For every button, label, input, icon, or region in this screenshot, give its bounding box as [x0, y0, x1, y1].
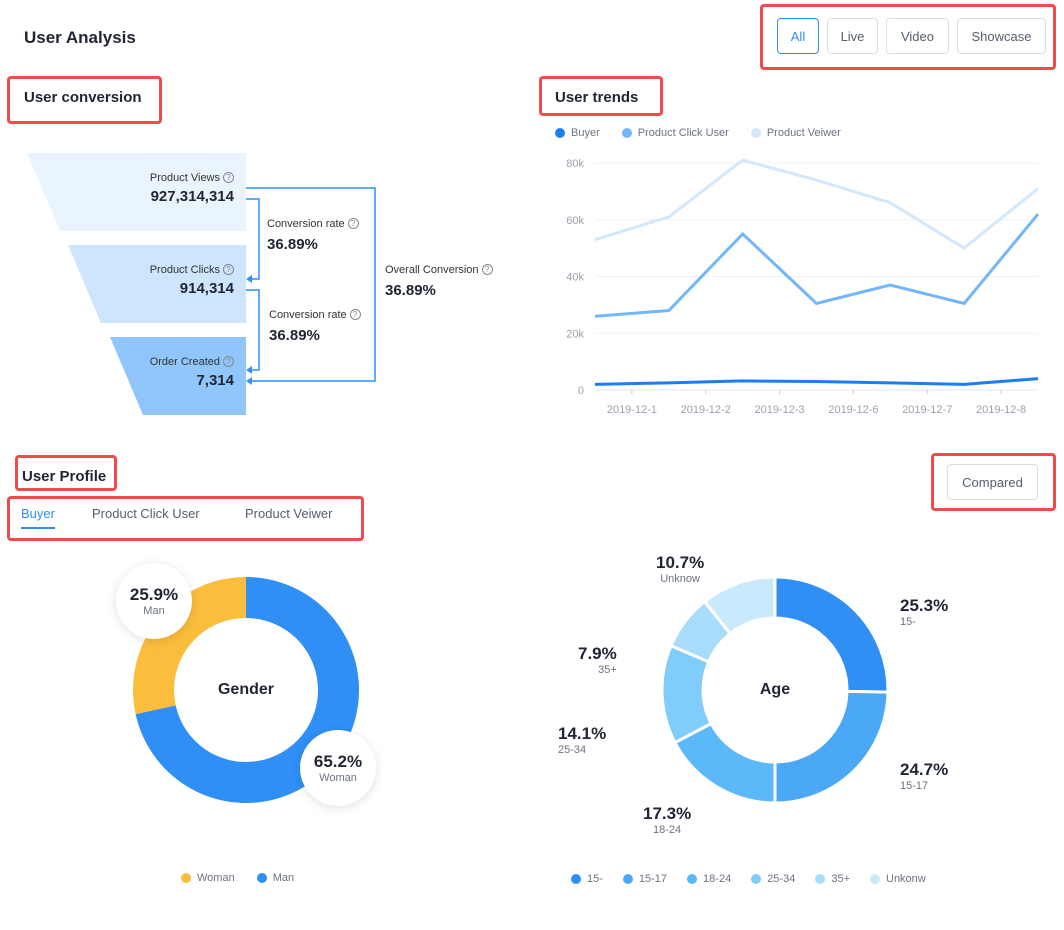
overall-value: 36.89%	[385, 282, 436, 299]
rate-label: Conversion rate	[269, 309, 347, 321]
legend-item[interactable]: 35+	[815, 873, 850, 885]
age-label: 14.1% 25-34	[558, 724, 607, 756]
series-line-product-veiwer	[594, 158, 1039, 250]
compared-highlight	[931, 453, 1056, 511]
rate2-connector	[246, 289, 260, 371]
y-tick-label: 60k	[566, 215, 584, 227]
stage-value: 927,314,314	[150, 188, 234, 205]
age-label: 10.7% Unknow	[656, 553, 705, 585]
donut-segment-woman	[135, 577, 359, 803]
help-icon[interactable]: ?	[223, 172, 234, 183]
donut-segment-man	[133, 577, 246, 715]
compared-button[interactable]: Compared	[947, 464, 1038, 500]
funnel-stage-views	[27, 153, 246, 231]
help-icon[interactable]: ?	[223, 264, 234, 275]
y-tick-label: 0	[578, 385, 584, 397]
section-highlight	[15, 455, 117, 491]
overall-connector	[246, 187, 376, 382]
filter-highlight	[760, 4, 1056, 70]
profile-title: User Profile	[22, 468, 107, 485]
tab-product-viewer[interactable]: Product Veiwer	[245, 506, 333, 521]
y-tick-label: 20k	[566, 328, 584, 340]
age-label: 17.3% 18-24	[643, 804, 692, 836]
help-icon[interactable]: ?	[347, 218, 359, 229]
trend-chart: 0 20k 40k 60k 80k 2019-12-1 2019-12-2 2019-12-3…	[566, 158, 1040, 416]
filter-all-button[interactable]: All	[777, 18, 819, 54]
age-label: 7.9% 35+	[578, 644, 617, 676]
overall-label: Overall Conversion	[385, 264, 479, 276]
series-line-buyer	[594, 377, 1039, 386]
x-tick-label: 2019-12-2	[681, 404, 731, 416]
tabs-highlight	[7, 496, 364, 541]
donut-segment-15-17	[773, 689, 890, 805]
woman-bubble: 65.2% Woman	[300, 730, 376, 806]
rate-value: 36.89%	[269, 327, 320, 344]
age-donut	[660, 575, 890, 805]
legend-item[interactable]: 18-24	[687, 873, 731, 885]
legend-item[interactable]: Product Veiwer	[750, 127, 841, 139]
help-icon[interactable]: ?	[349, 309, 361, 320]
funnel-stage-clicks	[68, 245, 246, 323]
trends-title: User trends	[555, 89, 639, 106]
y-tick-label: 80k	[566, 158, 584, 170]
gender-donut	[133, 577, 359, 803]
trend-legend: Buyer Product Click User Product Veiwer	[555, 127, 841, 139]
man-bubble: 25.9% Man	[116, 563, 192, 639]
rate1-connector	[246, 198, 260, 280]
filter-video-button[interactable]: Video	[886, 18, 949, 54]
stage-label: Product Clicks	[149, 264, 220, 276]
legend-item[interactable]: Man	[256, 872, 294, 884]
stage-label: Order Created	[149, 356, 220, 368]
filter-live-button[interactable]: Live	[827, 18, 878, 54]
age-label: 24.7% 15-17	[900, 760, 949, 792]
help-icon[interactable]: ?	[481, 264, 493, 275]
legend-item[interactable]: 25-34	[751, 873, 795, 885]
legend-item[interactable]: Woman	[181, 872, 235, 884]
section-highlight	[539, 76, 663, 116]
legend-item[interactable]: Unkonw	[870, 873, 926, 885]
rate-label: Conversion rate	[267, 218, 345, 230]
section-highlight	[7, 76, 162, 124]
legend-item[interactable]: 15-17	[622, 873, 667, 885]
y-tick-label: 40k	[566, 272, 584, 284]
tab-product-click-user[interactable]: Product Click User	[92, 506, 200, 521]
funnel-graphic	[27, 153, 376, 415]
age-legend: 15- 15-17 18-24 25-34 35+ Unkonw	[571, 873, 926, 885]
page-title: User Analysis	[24, 28, 136, 47]
legend-item[interactable]: 15-	[571, 873, 603, 885]
gender-center-label: Gender	[217, 681, 274, 698]
x-tick-label: 2019-12-8	[976, 404, 1026, 416]
legend-item[interactable]: Buyer	[555, 127, 600, 139]
help-icon[interactable]: ?	[223, 356, 234, 367]
donut-segment-15-	[773, 575, 890, 694]
legend-item[interactable]: Product Click User	[621, 127, 729, 139]
x-tick-label: 2019-12-6	[828, 404, 878, 416]
filter-showcase-button[interactable]: Showcase	[957, 18, 1046, 54]
series-line-product-click-user	[594, 213, 1040, 318]
x-tick-label: 2019-12-1	[607, 404, 657, 416]
stage-value: 914,314	[179, 280, 234, 297]
conversion-title: User conversion	[24, 89, 142, 106]
stage-label: Product Views?	[94, 172, 234, 184]
tab-buyer[interactable]: Buyer	[21, 506, 55, 529]
rate-value: 36.89%	[267, 236, 318, 253]
x-tick-label: 2019-12-3	[755, 404, 805, 416]
x-tick-label: 2019-12-7	[902, 404, 952, 416]
funnel-stage-orders	[110, 337, 246, 415]
age-label: 25.3% 15-	[900, 596, 949, 628]
stage-value: 7,314	[196, 372, 234, 389]
donut-segment-unknow	[702, 575, 777, 636]
age-center-label: Age	[759, 681, 791, 698]
